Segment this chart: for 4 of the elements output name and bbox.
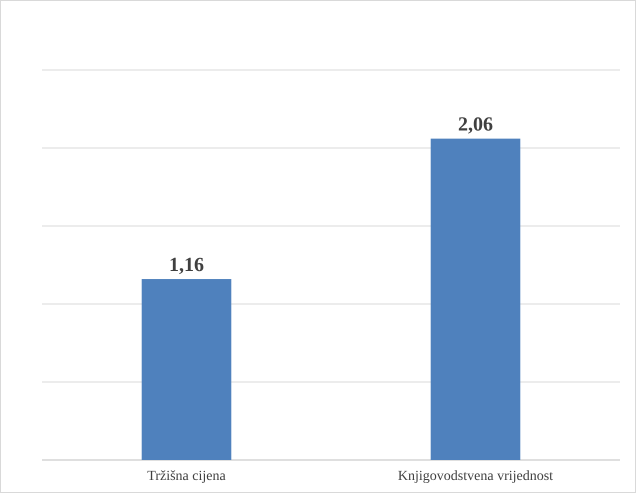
data-label: 1,16 — [169, 254, 204, 276]
x-tick-label: Knjigovodstvena vrijednost — [398, 469, 554, 484]
x-tick-label: Tržišna cijena — [147, 469, 226, 484]
data-label: 2,06 — [458, 114, 493, 136]
